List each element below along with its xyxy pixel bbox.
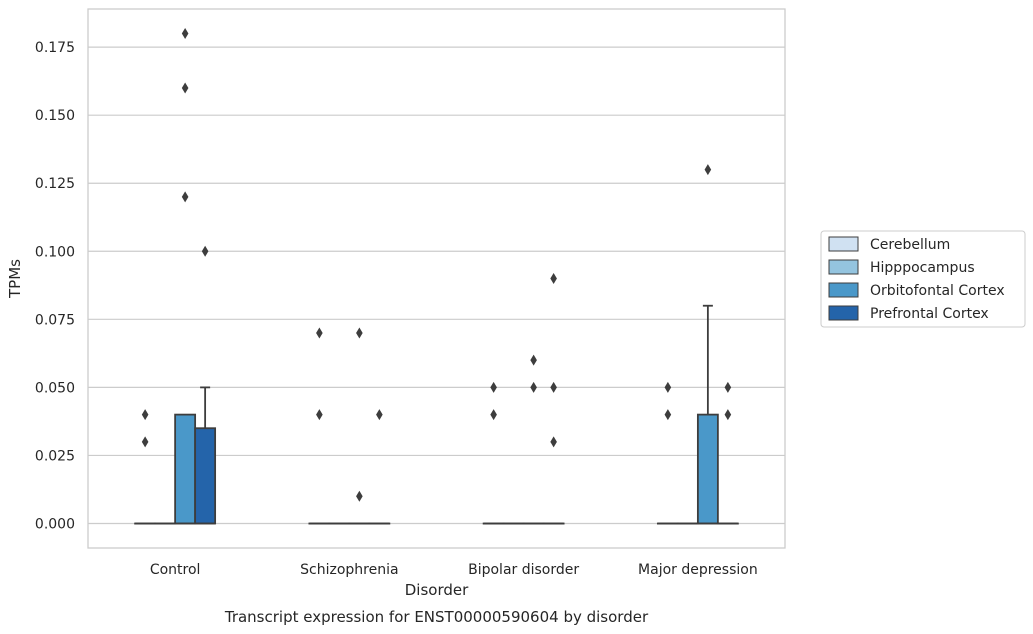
outlier-point [141,436,149,448]
outlier-point [664,381,672,393]
box [368,409,391,525]
outlier-point [530,381,537,393]
legend-label: Orbitofontal Cortex [870,283,1005,299]
box [134,409,157,525]
box [308,327,331,525]
outlier-point [704,164,712,176]
legend-label: Prefrontal Cortex [870,306,989,322]
outlier-point [201,245,209,257]
legend-swatch [828,305,859,321]
outlier-point [141,409,149,421]
series-group [174,28,719,525]
y-axis-title: TPMs [6,259,24,299]
box-series [134,28,739,525]
legend-frame [820,230,1026,328]
box [348,327,371,525]
outlier-point [530,354,537,366]
y-tick-label: 0.100 [35,244,75,260]
outlier-point [356,327,363,339]
legend-swatch [828,236,859,252]
y-tick-label: 0.150 [35,108,75,124]
box [716,381,739,525]
legend-label: Cerebellum [870,237,950,253]
y-tick-label: 0.075 [35,312,75,328]
outlier-point [356,490,363,502]
x-tick-label: Bipolar disorder [468,562,579,578]
y-tick-label: 0.050 [35,380,75,396]
outlier-point [316,327,323,339]
outlier-point [550,381,557,393]
outlier-point [664,409,672,421]
x-tick-labels: Control Schizophrenia Bipolar disorder Majo… [150,562,758,578]
series-group [134,327,679,525]
outlier-point [724,381,732,393]
outlier-point [490,409,497,421]
y-tick-label: 0.000 [35,517,75,533]
chart-title: Transcript expression for ENST0000059060… [224,608,649,626]
box [482,381,505,525]
y-tick-label: 0.025 [35,448,75,464]
box [696,164,719,525]
outlier-point [181,28,189,39]
outlier-point [490,381,497,393]
outlier-point [724,409,732,421]
box [542,273,565,525]
outlier-point [376,409,383,421]
x-tick-label: Control [150,562,201,578]
outlier-point [550,273,557,284]
outlier-point [316,409,323,421]
box-rect [174,413,197,525]
legend-label: Hipppocampus [870,260,975,276]
box-rect [696,413,719,525]
y-tick-label: 0.125 [35,176,75,192]
box [194,245,217,525]
outlier-point [181,82,189,94]
outlier-point [550,436,557,448]
box-rect [194,427,217,525]
x-axis-title: Disorder [405,581,469,599]
x-tick-label: Schizophrenia [300,562,398,578]
series-group [194,245,739,525]
legend-swatch [828,259,859,275]
y-tick-labels: 0.000 0.025 0.050 0.075 0.100 0.125 0.150 0.175 [35,40,75,532]
y-tick-label: 0.175 [35,40,75,56]
outlier-point [181,191,189,203]
plot-frame [87,8,786,549]
x-tick-label: Major depression [638,562,758,578]
legend-swatch [828,282,859,298]
legend: Cerebellum Hipppocampus Orbitofontal Corte… [820,230,1026,328]
